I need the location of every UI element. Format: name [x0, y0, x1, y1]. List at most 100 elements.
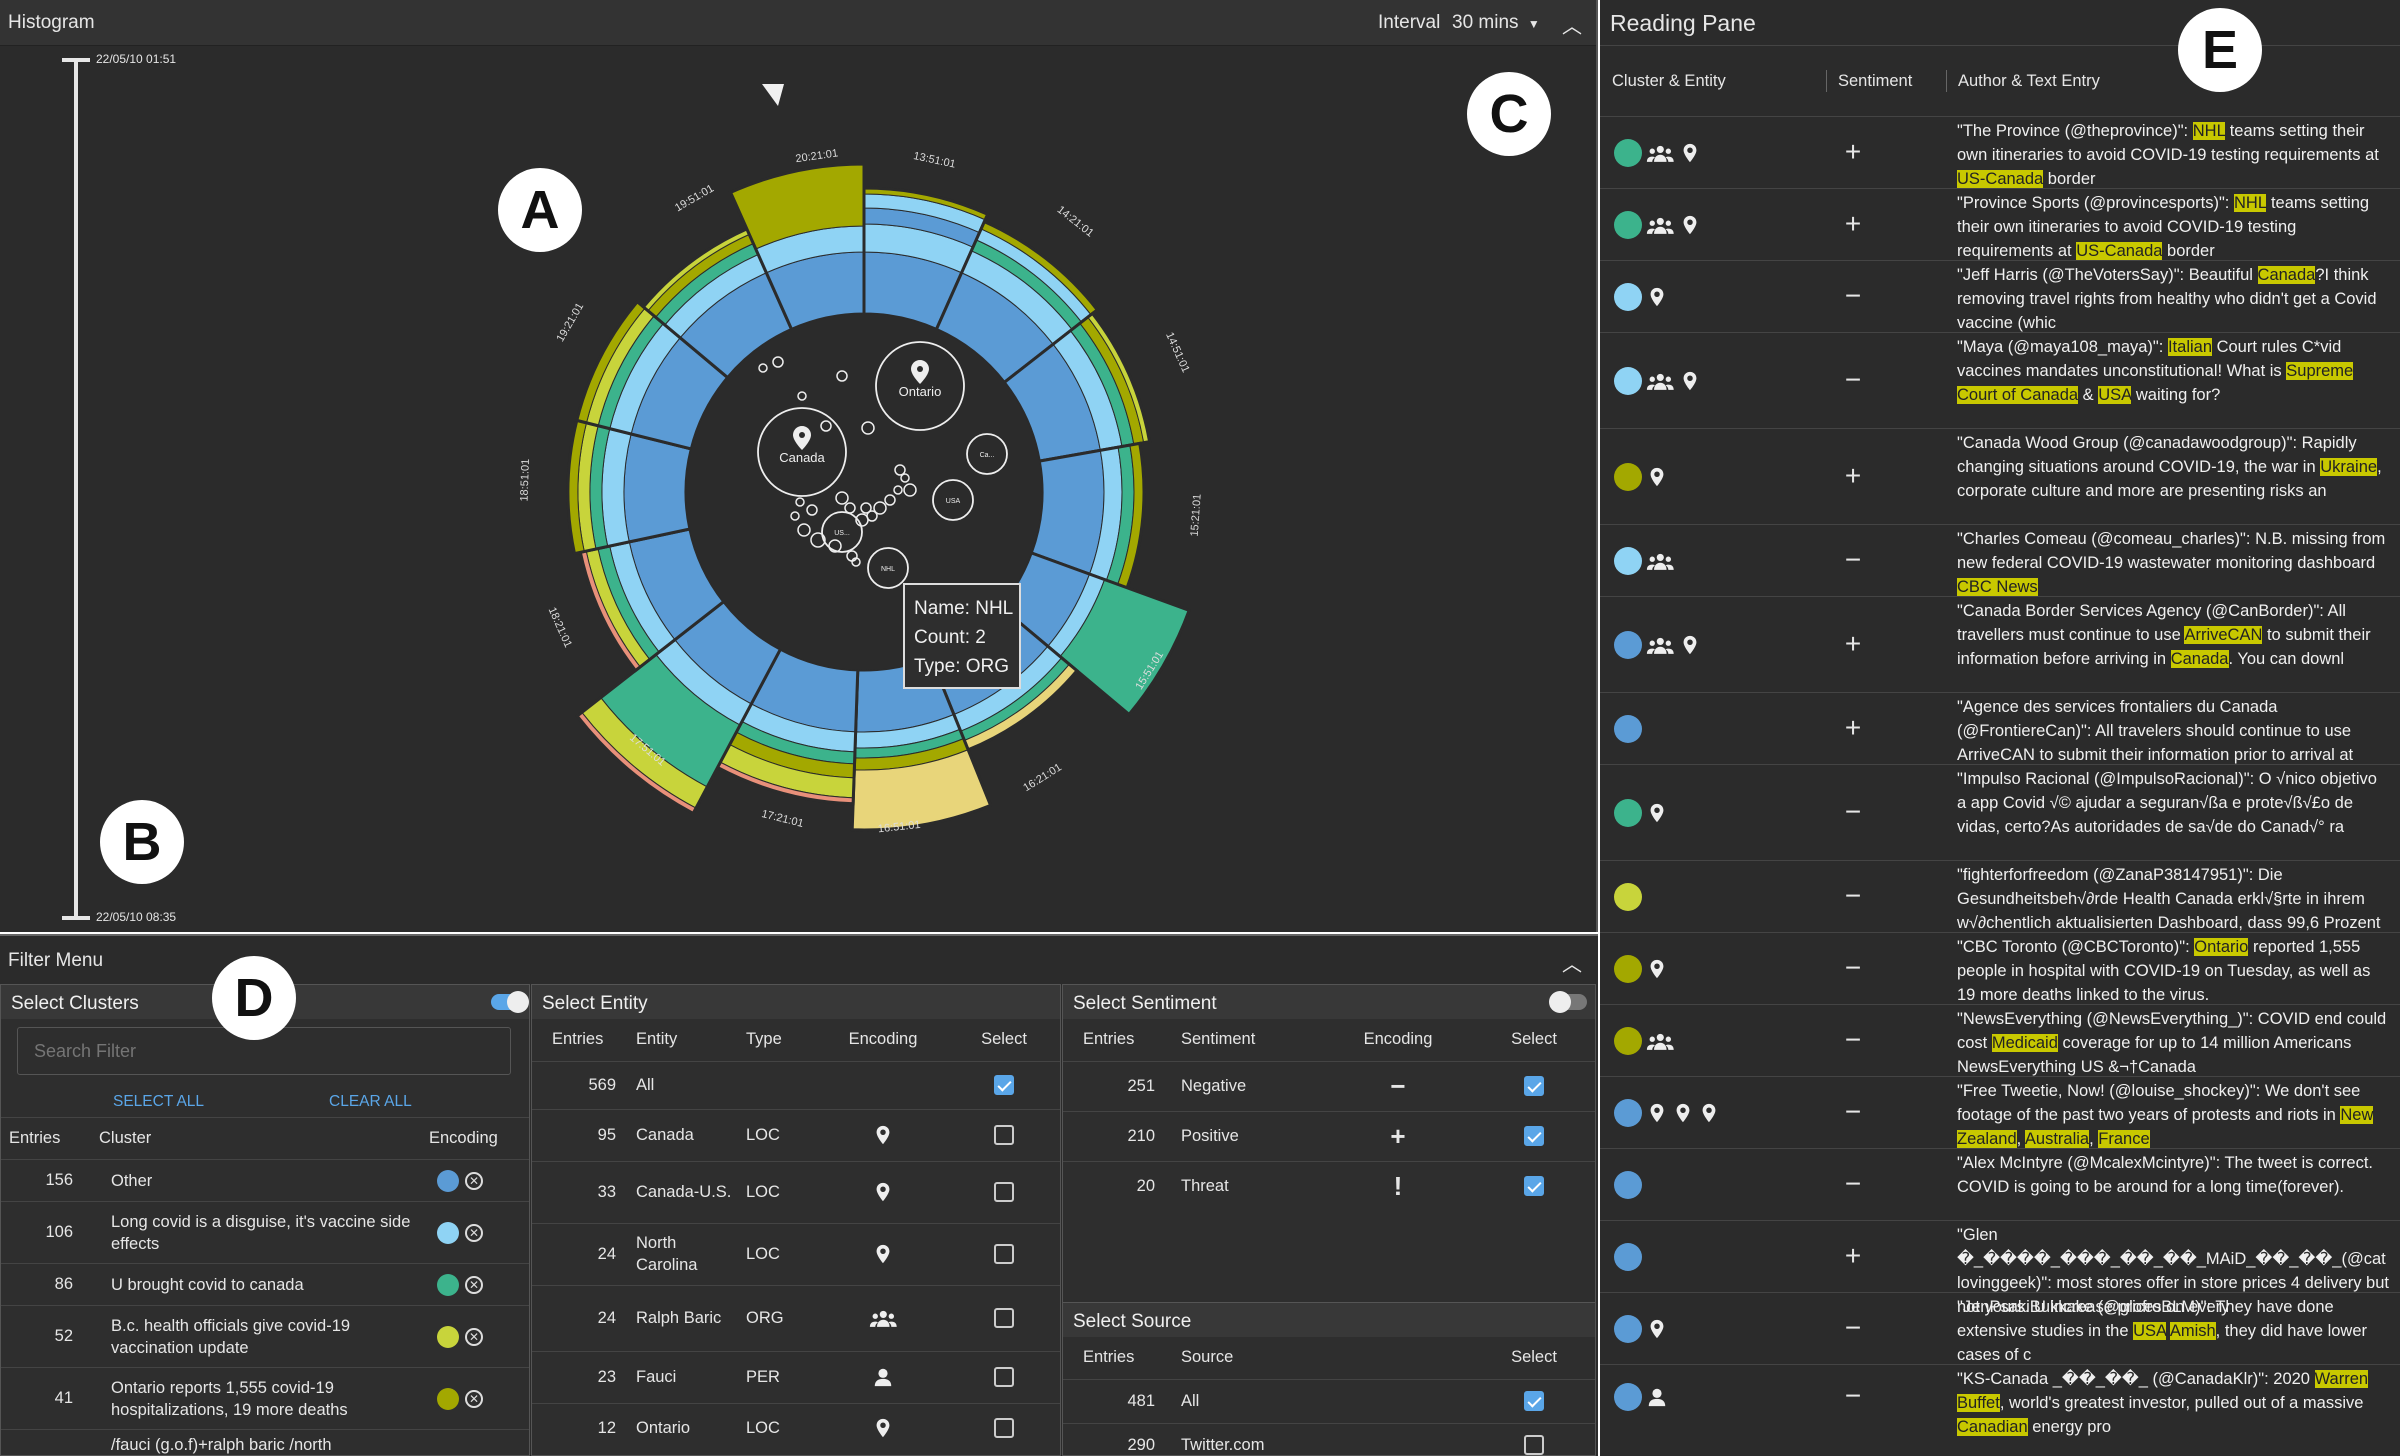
- source-row[interactable]: 290 Twitter.com: [1063, 1423, 1595, 1456]
- entity-checkbox[interactable]: [994, 1367, 1014, 1387]
- entity-checkbox[interactable]: [994, 1075, 1014, 1095]
- entity-bubble-small[interactable]: [820, 420, 832, 432]
- histogram-bin[interactable]: [1002, 311, 1152, 463]
- cluster-color-dot[interactable]: [1614, 1243, 1642, 1271]
- entity-bubble-small[interactable]: [860, 502, 872, 514]
- reading-entry[interactable]: − "fighterforfreedom (@ZanaP38147951)": …: [1600, 860, 2400, 932]
- reading-entry[interactable]: + "Glen �_����_���_��_��_MAiD_��_��_(@ca…: [1600, 1220, 2400, 1316]
- entity-checkbox[interactable]: [994, 1418, 1014, 1439]
- entity-bubble-small[interactable]: [758, 363, 768, 373]
- cluster-row[interactable]: 106 Long covid is a disguise, it's vacci…: [1, 1201, 529, 1264]
- entity-bubble-small[interactable]: [893, 485, 903, 495]
- cluster-color-dot[interactable]: [1614, 631, 1642, 659]
- remove-cluster-icon[interactable]: ✕: [465, 1171, 483, 1190]
- entity-bubble[interactable]: [966, 433, 1008, 475]
- reading-entry[interactable]: − "CBC Toronto (@CBCToronto)": Ontario r…: [1600, 932, 2400, 1004]
- cluster-color-dot[interactable]: [1614, 1383, 1642, 1411]
- highlighted-entity[interactable]: CBC News: [1957, 578, 2038, 596]
- cluster-color-swatch[interactable]: [437, 1221, 459, 1244]
- clear-all-link[interactable]: CLEAR ALL: [329, 1093, 412, 1110]
- entity-bubble-small[interactable]: [903, 483, 917, 497]
- source-checkbox[interactable]: [1524, 1435, 1544, 1456]
- highlighted-entity[interactable]: Canadian: [1957, 1418, 2028, 1436]
- entity-bubble-small[interactable]: [836, 370, 848, 382]
- highlighted-entity[interactable]: NHL: [2233, 194, 2267, 212]
- cluster-color-dot[interactable]: [1614, 883, 1642, 911]
- collapse-chevron-icon[interactable]: ︿: [1562, 16, 1582, 38]
- remove-cluster-icon[interactable]: ✕: [465, 1223, 483, 1242]
- entity-bubble-small[interactable]: [806, 504, 818, 516]
- source-row[interactable]: 481 All: [1063, 1379, 1595, 1423]
- time-pointer-icon[interactable]: [762, 84, 784, 106]
- entity-bubble-small[interactable]: [797, 391, 807, 401]
- highlighted-entity[interactable]: Canada: [2170, 650, 2229, 668]
- source-checkbox[interactable]: [1524, 1391, 1544, 1411]
- cluster-color-swatch[interactable]: [437, 1273, 459, 1296]
- reading-entry[interactable]: − "NewsEverything (@NewsEverything_)": C…: [1600, 1004, 2400, 1076]
- entity-bubble-small[interactable]: [851, 557, 861, 567]
- cluster-row[interactable]: /fauci (g.o.f)+ralph baric /north: [1, 1429, 529, 1456]
- entity-bubble[interactable]: [757, 407, 847, 497]
- cluster-color-swatch[interactable]: [437, 1387, 459, 1410]
- cluster-color-dot[interactable]: [1614, 547, 1642, 575]
- cluster-row[interactable]: 86 U brought covid to canada ✕: [1, 1263, 529, 1306]
- sentiment-checkbox[interactable]: [1524, 1076, 1544, 1096]
- highlighted-entity[interactable]: US-Canada: [2076, 242, 2163, 260]
- cluster-row[interactable]: 41 Ontario reports 1,555 covid-19 hospit…: [1, 1367, 529, 1430]
- entity-bubble-small[interactable]: [772, 356, 784, 368]
- highlighted-entity[interactable]: US-Canada: [1957, 170, 2044, 188]
- reading-entry[interactable]: − "Charles Comeau (@comeau_charles)": N.…: [1600, 524, 2400, 596]
- reading-entry[interactable]: + "Canada Border Services Agency (@CanBo…: [1600, 596, 2400, 692]
- highlighted-entity[interactable]: Canada: [2257, 266, 2316, 284]
- highlighted-entity[interactable]: ArriveCAN: [2184, 626, 2263, 644]
- entity-bubble-small[interactable]: [795, 497, 805, 507]
- entity-bubble[interactable]: [867, 547, 909, 589]
- cluster-color-dot[interactable]: [1614, 1099, 1642, 1127]
- entity-checkbox[interactable]: [994, 1125, 1014, 1145]
- entity-checkbox[interactable]: [994, 1182, 1014, 1202]
- filter-collapse-icon[interactable]: ︿: [1562, 954, 1582, 976]
- highlighted-entity[interactable]: Italian: [2167, 338, 2212, 356]
- entity-row[interactable]: 569 All: [532, 1061, 1060, 1109]
- entity-row[interactable]: 95 Canada LOC: [532, 1109, 1060, 1161]
- sentiment-toggle[interactable]: [1549, 991, 1587, 1013]
- clusters-toggle[interactable]: [491, 991, 529, 1013]
- highlighted-entity[interactable]: France: [2098, 1130, 2150, 1148]
- cluster-color-dot[interactable]: [1614, 1171, 1642, 1199]
- cluster-color-dot[interactable]: [1614, 283, 1642, 311]
- time-brush-track[interactable]: [74, 58, 78, 920]
- reading-entry[interactable]: − "Alex McIntyre (@McalexMcintyre)": The…: [1600, 1148, 2400, 1220]
- entity-row[interactable]: 33 Canada-U.S. LOC: [532, 1161, 1060, 1223]
- cluster-color-dot[interactable]: [1614, 715, 1642, 743]
- highlighted-entity[interactable]: Ukraine: [2320, 458, 2378, 476]
- reading-entry[interactable]: − "JenPsakiBukkake (@glofroBLM)": They h…: [1600, 1292, 2400, 1364]
- time-brush-bottom-handle[interactable]: [62, 916, 90, 920]
- entity-bubble-small[interactable]: [790, 511, 800, 521]
- entity-row[interactable]: 24 Ralph Baric ORG: [532, 1285, 1060, 1351]
- interval-dropdown[interactable]: 30 mins ▼: [1452, 12, 1540, 34]
- cluster-row[interactable]: 52 B.c. health officials give covid-19 v…: [1, 1305, 529, 1368]
- entity-bubble-small[interactable]: [835, 491, 849, 505]
- entity-row[interactable]: 24 North Carolina LOC: [532, 1223, 1060, 1285]
- reading-entry[interactable]: − "KS-Canada _��_��_ (@CanadaKlr)": 2020…: [1600, 1364, 2400, 1436]
- highlighted-entity[interactable]: Amish: [2169, 1322, 2216, 1340]
- entity-bubble[interactable]: [821, 511, 863, 553]
- entity-bubble-small[interactable]: [861, 421, 875, 435]
- sentiment-row[interactable]: 251 Negative −: [1063, 1061, 1595, 1111]
- entity-checkbox[interactable]: [994, 1244, 1014, 1264]
- highlighted-entity[interactable]: Australia: [2024, 1130, 2090, 1148]
- histogram-bin[interactable]: [574, 299, 730, 451]
- reading-entry[interactable]: − "Impulso Racional (@ImpulsoRacional)":…: [1600, 764, 2400, 860]
- remove-cluster-icon[interactable]: ✕: [465, 1389, 483, 1408]
- reading-entry[interactable]: + "Agence des services frontaliers du Ca…: [1600, 692, 2400, 764]
- reading-entry[interactable]: − "Jeff Harris (@TheVotersSay)": Beautif…: [1600, 260, 2400, 332]
- cluster-color-dot[interactable]: [1614, 463, 1642, 491]
- reading-entry[interactable]: + "The Province (@theprovince)": NHL tea…: [1600, 116, 2400, 188]
- sentiment-row[interactable]: 20 Threat !: [1063, 1161, 1595, 1211]
- cluster-color-dot[interactable]: [1614, 367, 1642, 395]
- highlighted-entity[interactable]: Ontario: [2194, 938, 2249, 956]
- remove-cluster-icon[interactable]: ✕: [465, 1327, 483, 1346]
- entity-bubble-small[interactable]: [873, 501, 887, 515]
- cluster-color-swatch[interactable]: [437, 1169, 459, 1192]
- reading-entry[interactable]: + "Province Sports (@provincesports)": N…: [1600, 188, 2400, 260]
